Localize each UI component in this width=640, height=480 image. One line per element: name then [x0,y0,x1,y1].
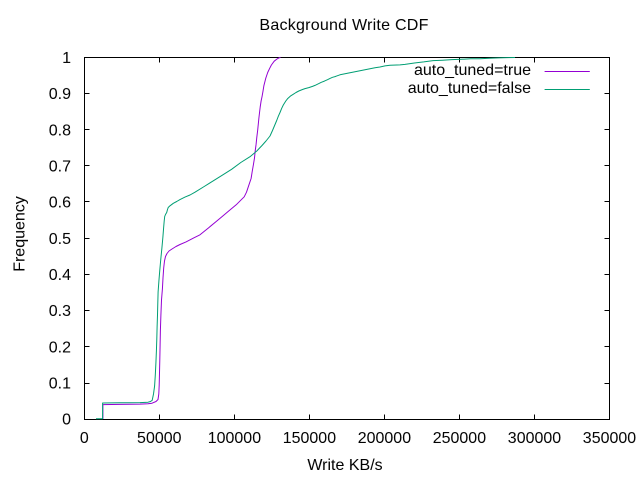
svg-text:50000: 50000 [137,430,182,447]
svg-text:0: 0 [62,412,71,429]
svg-text:350000: 350000 [583,430,636,447]
svg-text:Background Write CDF: Background Write CDF [259,17,428,34]
svg-text:0.3: 0.3 [49,303,71,320]
svg-text:0.1: 0.1 [49,375,71,392]
svg-text:Write KB/s: Write KB/s [307,457,382,474]
svg-text:0.4: 0.4 [49,267,71,284]
svg-text:Frequency: Frequency [11,196,28,272]
svg-text:0: 0 [80,430,89,447]
svg-text:100000: 100000 [208,430,261,447]
svg-text:0.6: 0.6 [49,195,71,212]
svg-text:0.7: 0.7 [49,158,71,175]
svg-text:150000: 150000 [283,430,336,447]
svg-text:auto_tuned=true: auto_tuned=true [414,62,531,79]
svg-text:1: 1 [62,50,71,67]
svg-text:200000: 200000 [358,430,411,447]
svg-text:auto_tuned=false: auto_tuned=false [408,80,531,97]
svg-text:0.8: 0.8 [49,122,71,139]
svg-text:250000: 250000 [433,430,486,447]
svg-text:0.5: 0.5 [49,231,71,248]
svg-text:300000: 300000 [508,430,561,447]
svg-text:0.2: 0.2 [49,339,71,356]
svg-text:0.9: 0.9 [49,86,71,103]
